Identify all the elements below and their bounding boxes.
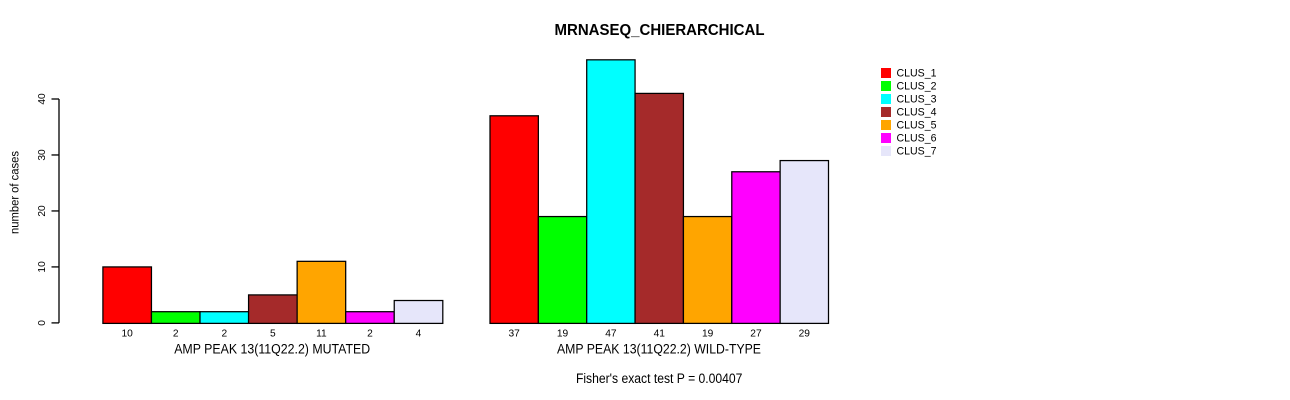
svg-text:20: 20: [37, 205, 48, 217]
svg-text:number of cases: number of cases: [10, 151, 22, 234]
svg-text:0: 0: [37, 320, 48, 326]
svg-text:40: 40: [37, 93, 48, 105]
svg-text:CLUS_7: CLUS_7: [897, 146, 937, 158]
svg-text:47: 47: [605, 328, 617, 339]
svg-text:MRNASEQ_CHIERARCHICAL: MRNASEQ_CHIERARCHICAL: [555, 22, 765, 39]
svg-text:19: 19: [702, 328, 714, 339]
svg-text:37: 37: [509, 328, 521, 339]
svg-text:4: 4: [416, 328, 422, 339]
svg-text:CLUS_3: CLUS_3: [897, 94, 937, 106]
svg-text:2: 2: [221, 328, 227, 339]
svg-text:19: 19: [557, 328, 569, 339]
svg-text:5: 5: [270, 328, 276, 339]
svg-text:41: 41: [654, 328, 666, 339]
svg-text:CLUS_1: CLUS_1: [897, 68, 937, 80]
svg-text:10: 10: [37, 261, 48, 273]
svg-text:AMP PEAK 13(11Q22.2) WILD-TYPE: AMP PEAK 13(11Q22.2) WILD-TYPE: [557, 341, 761, 356]
svg-text:11: 11: [316, 328, 327, 339]
svg-text:CLUS_5: CLUS_5: [897, 120, 937, 132]
svg-text:CLUS_4: CLUS_4: [897, 107, 937, 119]
svg-text:2: 2: [367, 328, 373, 339]
svg-text:CLUS_6: CLUS_6: [897, 133, 937, 145]
svg-text:27: 27: [750, 328, 762, 339]
svg-text:CLUS_2: CLUS_2: [897, 81, 937, 93]
svg-text:29: 29: [799, 328, 811, 339]
svg-text:2: 2: [173, 328, 179, 339]
svg-text:10: 10: [122, 328, 134, 339]
svg-text:AMP PEAK 13(11Q22.2) MUTATED: AMP PEAK 13(11Q22.2) MUTATED: [174, 341, 370, 356]
svg-text:Fisher's exact test P = 0.0040: Fisher's exact test P = 0.00407: [576, 371, 743, 386]
svg-text:30: 30: [37, 149, 48, 161]
